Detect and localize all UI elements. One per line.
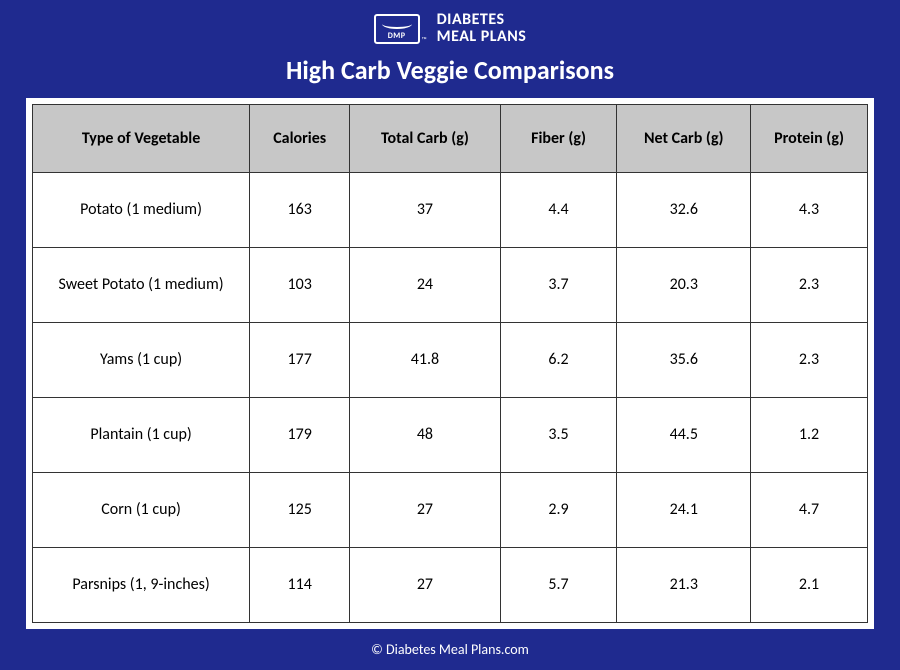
table-row: Parsnips (1, 9-inches)114275.721.32.1 <box>33 547 868 622</box>
table-cell: 48 <box>350 397 500 472</box>
table-cell: 5.7 <box>500 547 617 622</box>
table-cell: 41.8 <box>350 322 500 397</box>
table-row: Yams (1 cup)17741.86.235.62.3 <box>33 322 868 397</box>
table-cell: 125 <box>250 472 350 547</box>
table-cell: 2.3 <box>751 322 868 397</box>
table-cell: 114 <box>250 547 350 622</box>
table-row: Sweet Potato (1 medium)103243.720.32.3 <box>33 247 868 322</box>
logo-icon: DMP <box>374 14 420 44</box>
table-cell: 2.9 <box>500 472 617 547</box>
table-cell: 4.4 <box>500 172 617 247</box>
table-cell: 3.7 <box>500 247 617 322</box>
table-cell: 177 <box>250 322 350 397</box>
brand-line2: MEAL PLANS <box>437 29 527 46</box>
brand-name: DIABETES MEAL PLANS <box>437 12 527 46</box>
logo-abbrev: DMP <box>388 31 406 41</box>
table-cell: Sweet Potato (1 medium) <box>33 247 250 322</box>
table-cell: 6.2 <box>500 322 617 397</box>
table-cell: 21.3 <box>617 547 751 622</box>
table-cell: 24.1 <box>617 472 751 547</box>
table-cell: 3.5 <box>500 397 617 472</box>
table-row: Potato (1 medium)163374.432.64.3 <box>33 172 868 247</box>
table-container: Type of Vegetable Calories Total Carb (g… <box>26 98 874 629</box>
footer-copyright: © Diabetes Meal Plans.com <box>0 629 900 670</box>
table-cell: Potato (1 medium) <box>33 172 250 247</box>
table-cell: Corn (1 cup) <box>33 472 250 547</box>
table-row: Plantain (1 cup)179483.544.51.2 <box>33 397 868 472</box>
table-cell: Yams (1 cup) <box>33 322 250 397</box>
veggie-table: Type of Vegetable Calories Total Carb (g… <box>32 104 868 623</box>
table-cell: 27 <box>350 472 500 547</box>
table-header-row: Type of Vegetable Calories Total Carb (g… <box>33 104 868 172</box>
col-header-vegetable: Type of Vegetable <box>33 104 250 172</box>
table-cell: 32.6 <box>617 172 751 247</box>
table-cell: 103 <box>250 247 350 322</box>
table-cell: 35.6 <box>617 322 751 397</box>
table-cell: 4.3 <box>751 172 868 247</box>
col-header-calories: Calories <box>250 104 350 172</box>
table-cell: 1.2 <box>751 397 868 472</box>
table-cell: 24 <box>350 247 500 322</box>
col-header-protein: Protein (g) <box>751 104 868 172</box>
col-header-totalcarb: Total Carb (g) <box>350 104 500 172</box>
table-cell: 20.3 <box>617 247 751 322</box>
table-row: Corn (1 cup)125272.924.14.7 <box>33 472 868 547</box>
table-cell: 37 <box>350 172 500 247</box>
table-cell: 4.7 <box>751 472 868 547</box>
table-cell: 2.1 <box>751 547 868 622</box>
table-cell: 44.5 <box>617 397 751 472</box>
table-cell: 27 <box>350 547 500 622</box>
table-cell: Parsnips (1, 9-inches) <box>33 547 250 622</box>
brand-header: DMP ™ DIABETES MEAL PLANS <box>0 0 900 52</box>
col-header-netcarb: Net Carb (g) <box>617 104 751 172</box>
col-header-fiber: Fiber (g) <box>500 104 617 172</box>
table-cell: 179 <box>250 397 350 472</box>
table-cell: 2.3 <box>751 247 868 322</box>
table-cell: 163 <box>250 172 350 247</box>
table-cell: Plantain (1 cup) <box>33 397 250 472</box>
page-title: High Carb Veggie Comparisons <box>0 52 900 98</box>
trademark-symbol: ™ <box>422 35 427 44</box>
